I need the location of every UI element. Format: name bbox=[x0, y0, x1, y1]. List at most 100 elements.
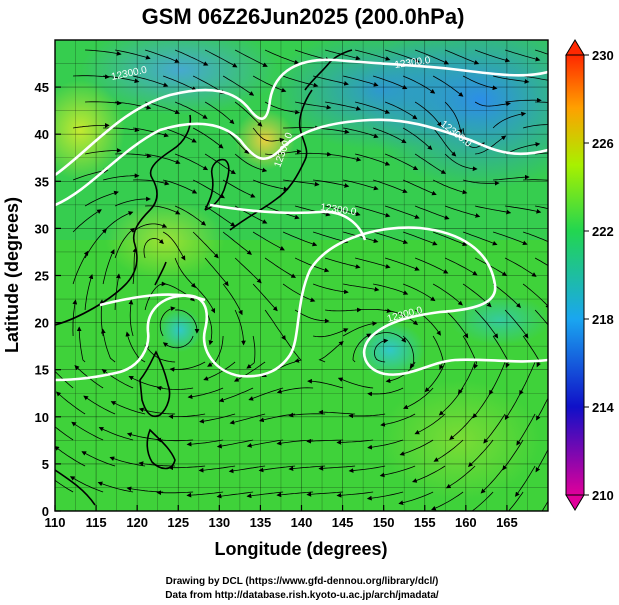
streamline bbox=[283, 179, 320, 187]
streamline bbox=[199, 413, 236, 424]
streamline bbox=[198, 465, 236, 473]
credit-data: Data from http://database.rish.kyoto-u.a… bbox=[165, 590, 439, 601]
streamline bbox=[432, 127, 457, 157]
streamline bbox=[252, 283, 278, 312]
streamline bbox=[168, 465, 206, 471]
streamline bbox=[175, 309, 200, 334]
streamline bbox=[85, 49, 122, 56]
streamline bbox=[403, 387, 434, 410]
streamline bbox=[115, 153, 152, 159]
streamline bbox=[549, 362, 565, 394]
streamline bbox=[162, 127, 197, 143]
coastlines bbox=[55, 49, 353, 506]
streamline bbox=[468, 439, 494, 467]
contour-main bbox=[55, 226, 548, 382]
streamline bbox=[384, 49, 420, 63]
streamline bbox=[324, 257, 361, 269]
streamline bbox=[432, 335, 444, 370]
streamline bbox=[433, 439, 464, 462]
streamline bbox=[475, 205, 512, 215]
streamline bbox=[312, 231, 349, 244]
china-coastline bbox=[55, 114, 192, 326]
streamline bbox=[101, 369, 134, 389]
streamline bbox=[222, 75, 255, 96]
streamline bbox=[372, 231, 409, 245]
streamline bbox=[102, 249, 115, 285]
streamline bbox=[192, 179, 225, 199]
y-tick-label: 10 bbox=[35, 410, 49, 425]
x-axis-ticks: 110 115 120 125 130 135 140 145 150 155 160 165 bbox=[45, 505, 518, 530]
streamline bbox=[233, 361, 266, 382]
streamline bbox=[145, 205, 181, 215]
streamline bbox=[541, 500, 548, 511]
streamline bbox=[169, 361, 206, 372]
streamline bbox=[343, 127, 379, 139]
streamline bbox=[336, 439, 374, 445]
streamline bbox=[515, 465, 536, 497]
streamline bbox=[204, 205, 236, 227]
streamline bbox=[492, 231, 528, 246]
streamline bbox=[402, 127, 433, 151]
streamline bbox=[372, 332, 407, 343]
streamline bbox=[352, 333, 372, 363]
streamline bbox=[493, 174, 530, 181]
streamline bbox=[504, 309, 529, 339]
streamline bbox=[355, 49, 391, 61]
streamline bbox=[474, 257, 508, 277]
streamline bbox=[508, 491, 524, 511]
streamline bbox=[283, 125, 320, 131]
streamline bbox=[85, 148, 122, 155]
streamline bbox=[313, 75, 349, 86]
streamline bbox=[192, 127, 224, 149]
streamline bbox=[324, 49, 361, 61]
streamline bbox=[414, 309, 441, 336]
streamline bbox=[535, 101, 548, 103]
streamline bbox=[156, 437, 194, 443]
contour-inner bbox=[209, 203, 367, 241]
japan-coastline bbox=[229, 89, 313, 231]
streamline bbox=[449, 413, 476, 441]
streamline bbox=[483, 413, 506, 444]
streamline bbox=[295, 151, 332, 157]
streamline bbox=[337, 377, 374, 389]
mindanao-coastline bbox=[146, 428, 176, 470]
streamline bbox=[444, 101, 463, 135]
streamline bbox=[132, 223, 168, 233]
streamline bbox=[115, 101, 152, 110]
streamline bbox=[432, 231, 468, 246]
y-tick-label: 35 bbox=[35, 174, 49, 189]
streamline bbox=[474, 309, 499, 339]
y-tick-label: 15 bbox=[35, 363, 49, 378]
streamline bbox=[492, 111, 527, 129]
streamline bbox=[83, 395, 116, 415]
streamline bbox=[174, 205, 207, 226]
streamline bbox=[343, 179, 379, 191]
x-tick-label: 115 bbox=[86, 515, 107, 530]
y-tick-label: 40 bbox=[35, 127, 49, 142]
contour-north bbox=[55, 58, 548, 177]
streamline bbox=[445, 465, 476, 489]
streamline bbox=[168, 413, 206, 420]
streamline bbox=[265, 149, 302, 155]
streamline bbox=[372, 75, 408, 90]
streamline bbox=[84, 274, 94, 311]
streamline bbox=[114, 227, 136, 259]
streamline bbox=[444, 257, 478, 276]
streamline bbox=[480, 465, 506, 494]
streamline bbox=[505, 205, 542, 214]
streamline bbox=[73, 74, 110, 80]
streamline bbox=[414, 49, 450, 65]
streamline bbox=[252, 179, 289, 192]
streamline bbox=[474, 49, 511, 63]
streamline bbox=[424, 361, 446, 393]
streamline bbox=[81, 451, 116, 467]
colorbar-bottom-arrow bbox=[565, 494, 585, 511]
streamline bbox=[355, 308, 392, 314]
streamline bbox=[402, 75, 436, 94]
streamline bbox=[535, 448, 548, 473]
streamline bbox=[502, 439, 524, 471]
streamline bbox=[186, 491, 224, 498]
streamline bbox=[133, 127, 169, 138]
streamline bbox=[128, 299, 134, 337]
